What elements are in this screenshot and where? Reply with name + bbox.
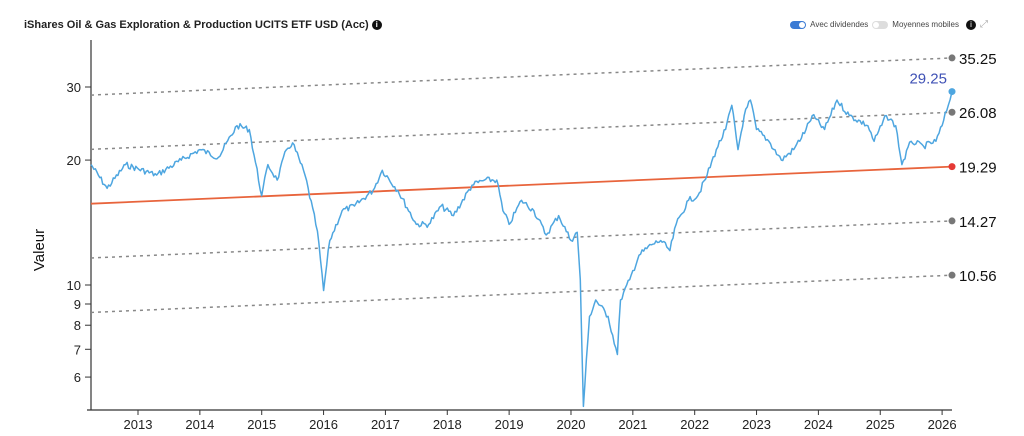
band-line [90,57,953,96]
y-tick-label: 30 [67,80,81,95]
x-tick-label: 2023 [742,417,771,432]
band-line [90,274,953,314]
x-tick-label: 2015 [247,417,276,432]
band-end-dot [948,108,956,116]
x-tick-label: 2021 [618,417,647,432]
x-tick-label: 2017 [371,417,400,432]
band-line [90,220,953,259]
x-tick-label: 2024 [804,417,833,432]
x-tick-label: 2025 [866,417,895,432]
y-tick-label: 20 [67,153,81,168]
dividends-label: Avec dividendes [810,20,869,29]
dividends-toggle[interactable] [790,20,807,29]
expand-icon[interactable]: ⤢ [980,19,988,30]
x-tick-label: 2018 [433,417,462,432]
trend-end-dot [948,163,956,171]
band-end-dot [948,54,956,62]
y-axis-label: Valeur [31,229,48,271]
y-tick-label: 6 [74,370,81,385]
info-icon[interactable]: i [966,19,976,30]
x-tick-label: 2019 [495,417,524,432]
band-line [90,111,953,151]
trend-line [90,165,953,205]
last-value-dot [948,88,956,96]
band-end-label: 26.08 [959,105,997,122]
x-tick-label: 2022 [680,417,709,432]
price-line [90,91,953,408]
chart-controls: Avec dividendes Moyennes mobiles i ⤢ [790,19,988,30]
title-text: iShares Oil & Gas Exploration & Producti… [24,19,369,31]
band-end-dot [948,217,956,225]
y-tick-label: 7 [74,342,81,357]
band-end-label: 10.56 [959,268,997,285]
trend-end-label: 19.29 [959,160,997,177]
moving-average-label: Moyennes mobiles [892,20,959,29]
y-tick-label: 10 [67,278,81,293]
band-end-dot [948,271,956,279]
moving-average-toggle[interactable] [872,20,889,29]
info-icon[interactable]: i [371,20,382,30]
y-tick-label: 9 [74,297,81,312]
y-tick-label: 8 [74,318,81,333]
band-end-label: 14.27 [959,214,997,231]
x-tick-label: 2013 [124,417,153,432]
last-value-label: 29.25 [909,71,947,88]
chart-title: iShares Oil & Gas Exploration & Producti… [24,19,382,31]
x-tick-label: 2026 [928,417,957,432]
band-end-label: 35.25 [959,51,997,68]
x-tick-label: 2016 [309,417,338,432]
x-tick-label: 2020 [557,417,586,432]
x-tick-label: 2014 [185,417,214,432]
